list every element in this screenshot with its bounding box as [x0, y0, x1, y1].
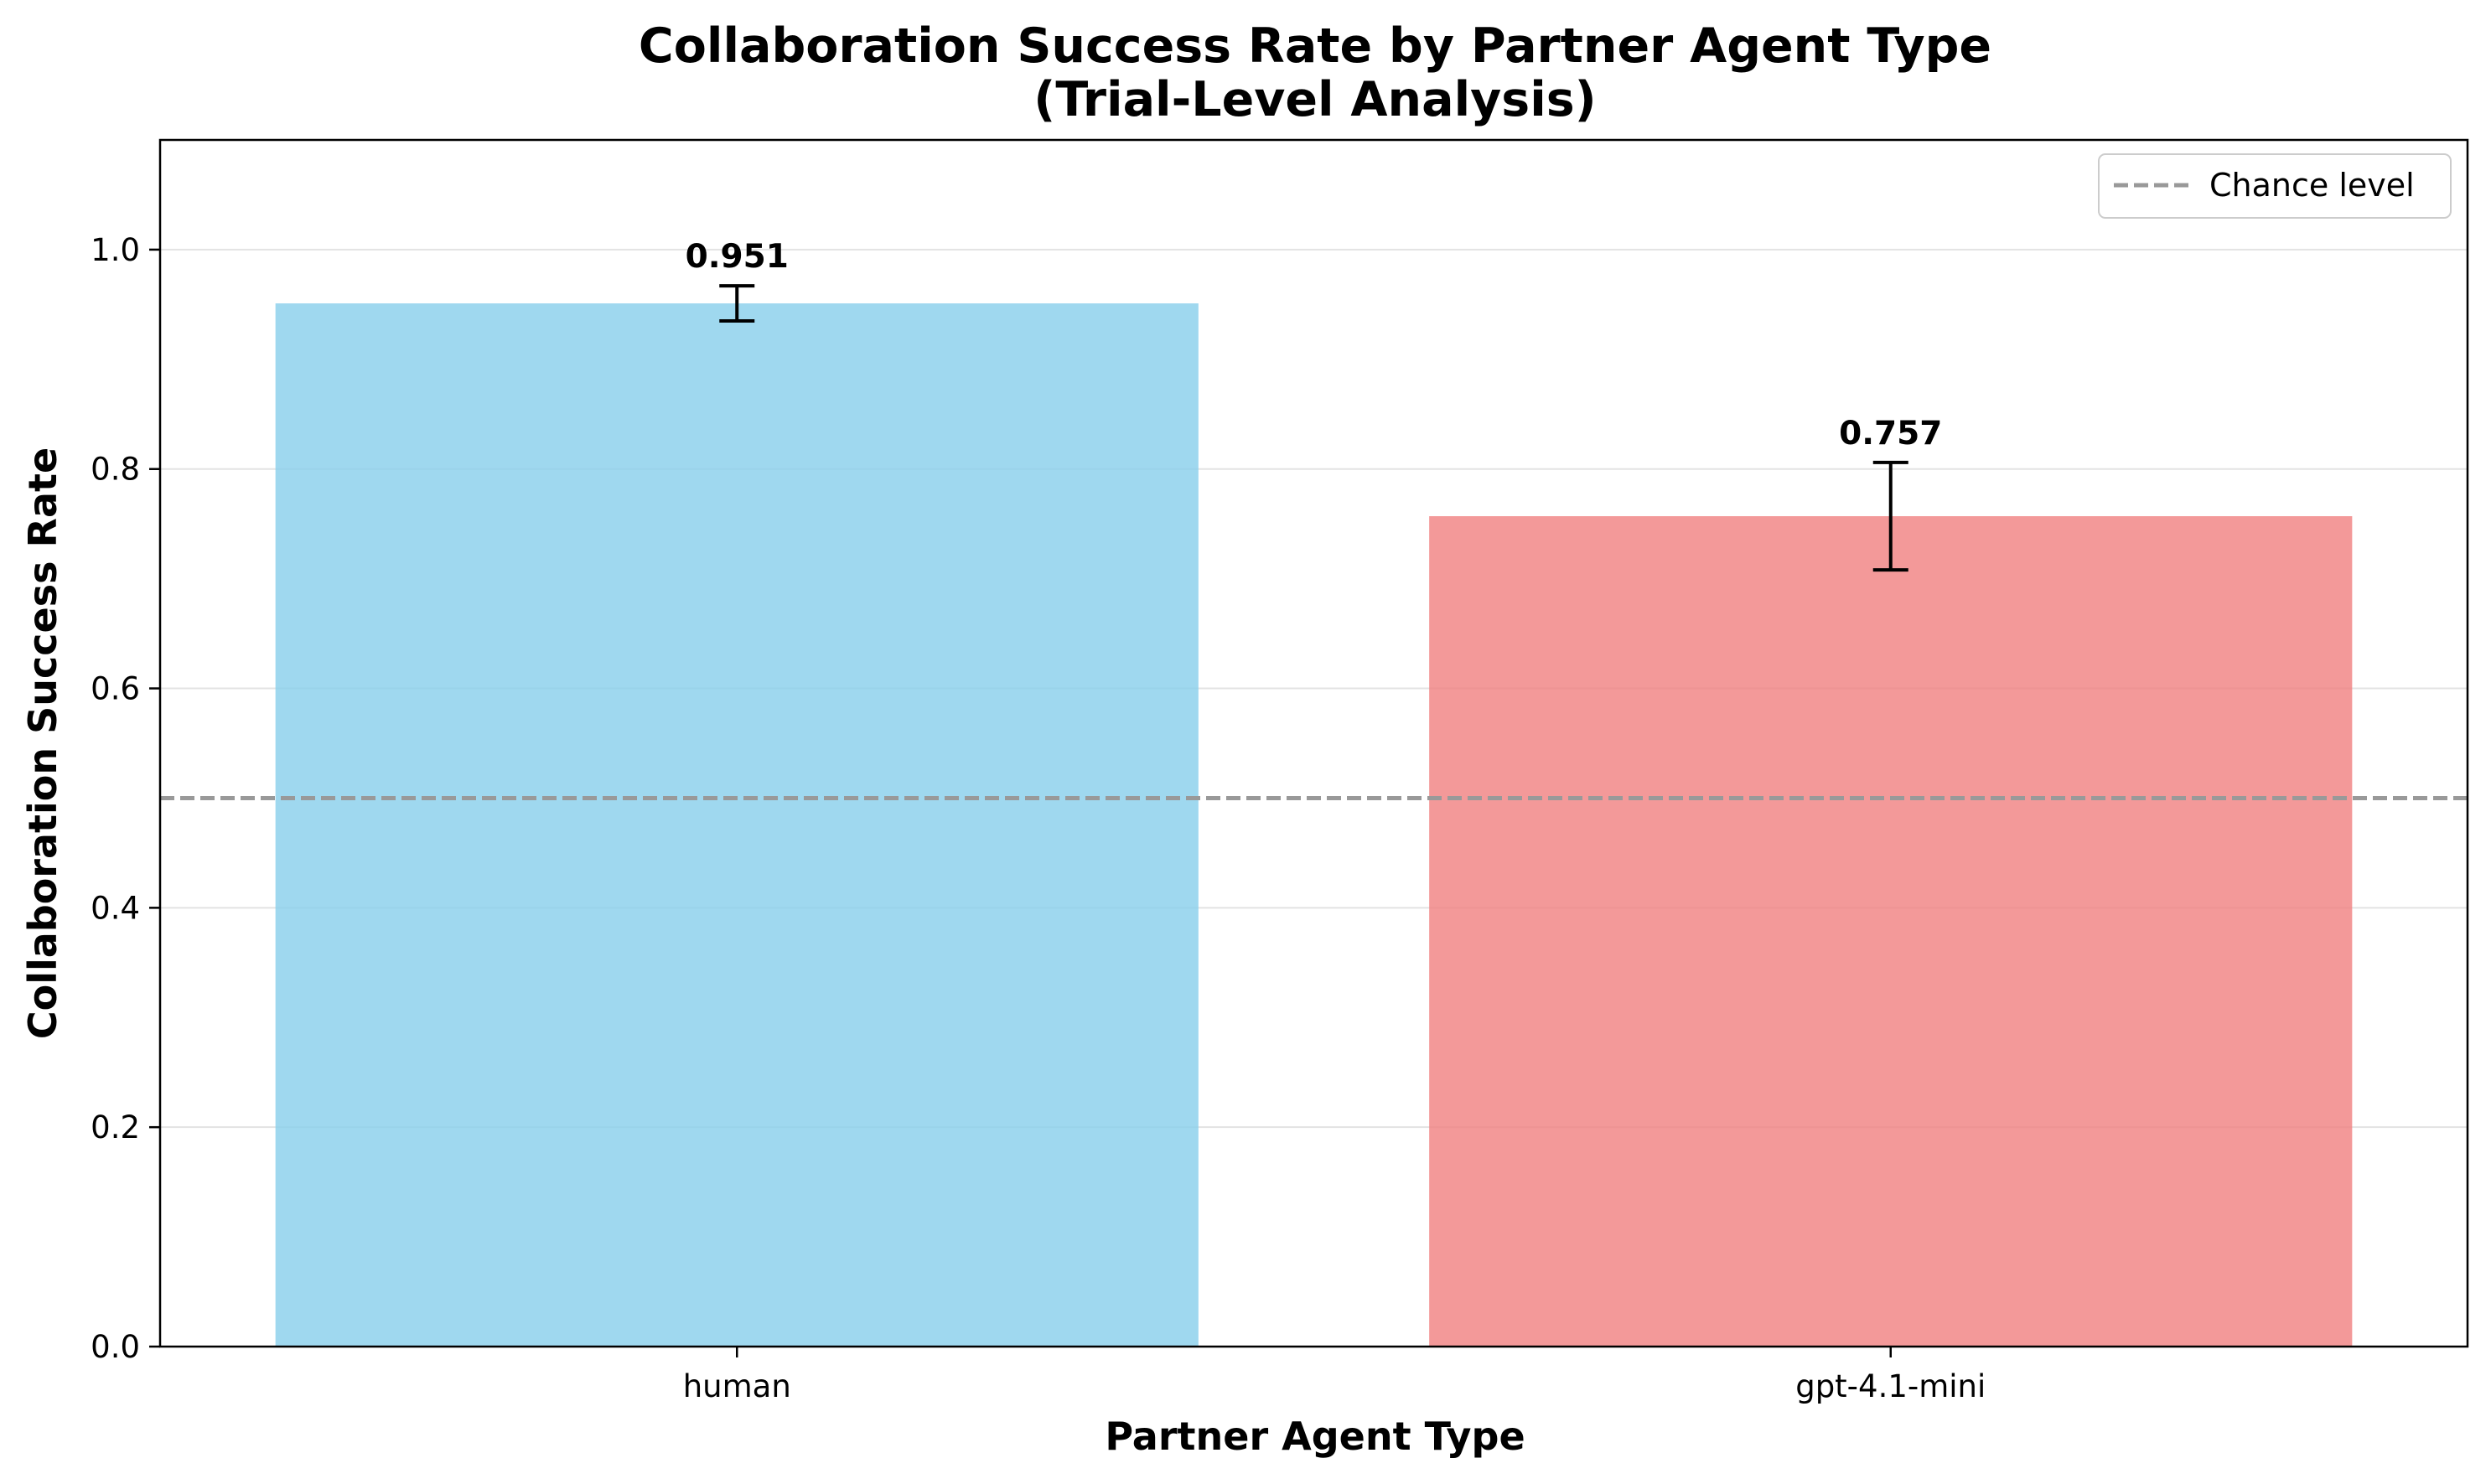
plot-frame	[158, 138, 2469, 1348]
x-axis-label: Partner Agent Type	[1105, 1414, 1525, 1459]
chart-title: Collaboration Success Rate by Partner Ag…	[639, 18, 1991, 74]
legend-entry-chance-level: Chance level	[2209, 167, 2415, 204]
legend-box	[2098, 153, 2452, 219]
y-tick-label: 0.2	[91, 1109, 140, 1145]
chart-subtitle: (Trial-Level Analysis)	[1033, 72, 1596, 127]
y-axis-ticks: 0.0 0.2 0.4 0.6 0.8 1.0	[91, 232, 160, 1365]
y-tick-label: 0.6	[91, 671, 140, 707]
bar-human	[275, 303, 1199, 1347]
data-label: 0.951	[686, 238, 789, 276]
data-label: 0.757	[1839, 415, 1942, 452]
legend: Chance level	[2098, 153, 2452, 219]
y-tick-label: 0.0	[91, 1329, 140, 1365]
y-tick-label: 0.4	[91, 890, 140, 926]
bars	[275, 303, 2353, 1347]
x-tick-label: human	[683, 1368, 791, 1404]
y-tick-label: 0.8	[91, 452, 140, 488]
x-tick-label: gpt-4.1-mini	[1795, 1368, 1986, 1404]
y-axis-label: Collaboration Success Rate	[20, 447, 65, 1039]
bar-gpt-4-1-mini	[1429, 516, 2353, 1347]
x-axis-ticks: human gpt-4.1-mini	[683, 1347, 1986, 1404]
y-tick-label: 1.0	[91, 232, 140, 268]
data-labels: 0.951 0.757	[686, 238, 1943, 452]
error-bars	[719, 284, 1908, 572]
